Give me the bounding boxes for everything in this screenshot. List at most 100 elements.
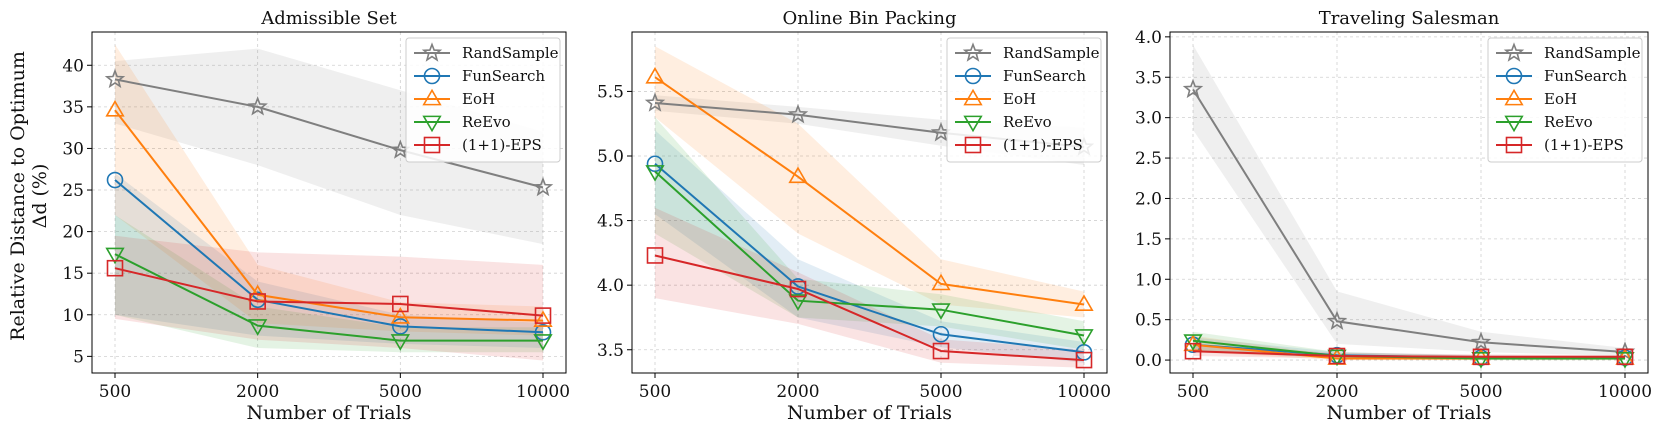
legend-label: RandSample [462, 44, 559, 62]
data-point [788, 166, 808, 184]
y-tick-label: 5.0 [597, 147, 624, 167]
series-3 [645, 165, 1094, 346]
data-point [532, 176, 554, 197]
legend-marker [1505, 136, 1523, 154]
data-point [1074, 329, 1094, 346]
y-tick-label: 40 [62, 56, 84, 76]
data-point [1183, 334, 1203, 351]
legend-entry-3: ReEvo [414, 113, 511, 133]
legend-entry-0: RandSample [955, 42, 1100, 62]
band-1 [115, 173, 543, 348]
data-point [247, 96, 268, 116]
band-4 [655, 207, 1084, 368]
x-axis-label: Number of Trials [247, 402, 412, 424]
legend-label: RandSample [1003, 44, 1100, 62]
data-point [392, 295, 409, 313]
data-point [1327, 349, 1347, 367]
data-point [787, 103, 809, 124]
legend-entry-3: ReEvo [955, 113, 1052, 133]
data-point [1470, 331, 1492, 352]
data-point [390, 334, 410, 351]
y-tick-label: 2.0 [1135, 189, 1162, 209]
legend-marker [963, 88, 983, 106]
chart-panel-3: Traveling Salesman 0.0 0.5 1.0 1.5 2.0 2.5 3.0 3… [1135, 8, 1652, 424]
data-point [1328, 347, 1346, 365]
x-tick-label: 500 [639, 382, 671, 402]
grid [92, 32, 566, 373]
chart-title: Admissible Set [260, 8, 397, 29]
y-tick-label: 30 [62, 139, 84, 159]
legend-marker [962, 42, 984, 62]
x-tick-label: 10000 [1598, 382, 1652, 402]
series-line [114, 179, 544, 334]
data-point [1075, 351, 1093, 369]
legend-label: RandSample [1544, 44, 1641, 62]
data-point [105, 247, 125, 265]
data-point [645, 66, 665, 84]
y-tick-label: 3.5 [1135, 68, 1162, 88]
band-0 [115, 48, 543, 245]
legend-marker [422, 88, 442, 106]
data-point [1326, 310, 1348, 330]
y-tick-label: 1.5 [1135, 230, 1162, 250]
x-tick-label: 5000 [1459, 382, 1502, 402]
series-0 [104, 68, 554, 197]
series-3 [105, 247, 553, 351]
series-line [654, 76, 1085, 306]
data-point [105, 99, 125, 117]
band-2 [115, 44, 543, 336]
legend-entry-2: EoH [955, 88, 1036, 108]
band-2 [655, 46, 1084, 318]
legend-box [1487, 37, 1643, 163]
data-point [534, 307, 552, 324]
y-tick-label: 2.5 [1135, 149, 1162, 169]
legend: RandSample FunSearch EoH ReEvo (1+1)-EPS [1487, 37, 1643, 163]
data-point [1472, 348, 1490, 366]
data-point [931, 273, 951, 291]
data-point [1615, 352, 1635, 369]
x-tick-label: 5000 [919, 382, 962, 402]
data-point [644, 92, 666, 112]
legend-label: FunSearch [1003, 67, 1086, 85]
legend-marker [421, 42, 443, 62]
y-tick-label: 10 [62, 306, 84, 326]
legend-box [405, 37, 561, 163]
x-tick-label: 5000 [379, 382, 422, 402]
legend-label: (1+1)-EPS [1003, 136, 1083, 154]
data-point [1182, 78, 1204, 99]
band-4 [115, 235, 543, 361]
legend: RandSample FunSearch EoH ReEvo (1+1)-EPS [405, 37, 561, 163]
y-tick-label: 4.5 [597, 212, 624, 232]
data-point [646, 247, 664, 264]
band-0 [1193, 44, 1625, 357]
y-tick-label: 1.0 [1135, 270, 1162, 290]
legend-marker [963, 115, 983, 133]
legend-marker [1504, 88, 1524, 106]
series-line [114, 253, 543, 342]
data-point [932, 342, 950, 360]
data-point [533, 310, 553, 328]
data-point [392, 318, 409, 335]
legend-entry-2: EoH [414, 88, 495, 108]
legend-marker [422, 115, 442, 133]
data-point [249, 293, 266, 310]
legend-marker [1503, 42, 1525, 62]
legend-marker [1504, 115, 1524, 133]
x-tick-label: 500 [1177, 382, 1209, 402]
data-point [789, 280, 807, 298]
band-3 [115, 215, 543, 353]
series-2 [645, 66, 1094, 311]
series-line [1192, 350, 1625, 358]
x-axis-label: Number of Trials [787, 402, 952, 424]
y-tick-label: 0.0 [1135, 351, 1162, 371]
series-line [654, 162, 1085, 354]
y-tick-label: 4.0 [1135, 28, 1162, 48]
data-point [1184, 342, 1202, 360]
series-line [654, 170, 1085, 337]
legend-label: ReEvo [1544, 113, 1593, 131]
legend-entry-0: RandSample [1496, 42, 1641, 62]
legend-entry-4: (1+1)-EPS [414, 136, 542, 154]
legend-label: ReEvo [1003, 113, 1052, 131]
legend-entry-2: EoH [1496, 88, 1577, 108]
chart-title: Online Bin Packing [782, 8, 956, 29]
